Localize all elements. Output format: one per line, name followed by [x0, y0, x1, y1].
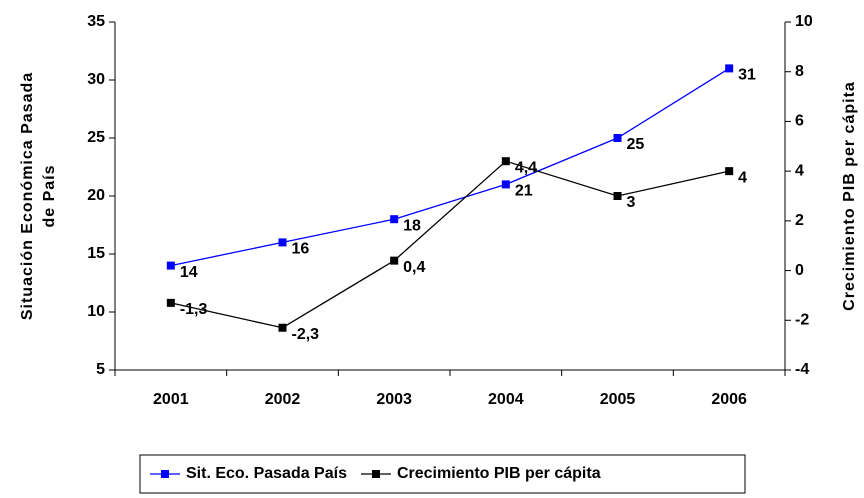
x-tick-label: 2001 [153, 391, 189, 408]
y-tick-label: 20 [87, 187, 105, 204]
x-tick-label: 2003 [376, 391, 412, 408]
marker [166, 298, 175, 307]
marker [390, 215, 399, 224]
y2-tick-label: 2 [795, 212, 804, 229]
y2-tick-label: -4 [795, 361, 809, 378]
y2-tick-label: 4 [795, 162, 804, 179]
y2-tick-label: 8 [795, 63, 804, 80]
marker [390, 256, 399, 265]
legend-label: Sit. Eco. Pasada País [186, 465, 347, 482]
data-label: 31 [738, 67, 756, 84]
data-label: 16 [292, 241, 310, 258]
legend-label: Crecimiento PIB per cápita [397, 465, 601, 482]
x-tick-label: 2006 [711, 391, 747, 408]
legend-marker [161, 470, 169, 478]
y-axis-label-line: de País [41, 164, 58, 227]
y2-tick-label: 6 [795, 113, 804, 130]
data-label: -1,3 [180, 301, 208, 318]
marker [725, 167, 734, 176]
y-tick-label: 25 [87, 129, 105, 146]
legend-marker [371, 470, 380, 478]
marker [501, 157, 510, 166]
y-tick-label: 10 [87, 303, 105, 320]
marker [278, 238, 287, 247]
y-axis-label: Situación Económica Pasada de País [19, 72, 58, 320]
series-line [170, 160, 730, 329]
data-label: 25 [627, 136, 645, 153]
y-tick-label: 15 [87, 245, 105, 262]
y2-tick-label: 0 [795, 262, 804, 279]
marker [166, 261, 175, 270]
series-line [170, 67, 730, 267]
marker [501, 180, 510, 189]
marker [613, 134, 622, 142]
data-label: 14 [180, 264, 198, 281]
data-label: 18 [403, 217, 421, 234]
x-tick-label: 2002 [265, 391, 301, 408]
data-label: 0,4 [403, 259, 425, 276]
y-tick-label: 5 [96, 361, 105, 378]
y-tick-label: 30 [87, 71, 105, 88]
x-tick-label: 2005 [600, 391, 636, 408]
marker [613, 192, 622, 200]
data-label: 4 [738, 169, 747, 186]
marker [725, 64, 734, 73]
y-axis-label-line: Situación Económica Pasada [19, 72, 36, 320]
y2-tick-label: 10 [795, 13, 813, 30]
y2-axis-label: Crecimiento PIB per cápita [841, 81, 858, 311]
data-label: 3 [627, 194, 636, 211]
data-label: -2,3 [292, 326, 320, 343]
marker [278, 323, 287, 332]
legend-box [139, 454, 746, 494]
x-tick-label: 2004 [488, 391, 524, 408]
data-label: 21 [515, 183, 533, 200]
y2-tick-label: -2 [795, 312, 809, 329]
y-tick-label: 35 [87, 13, 105, 30]
data-label: 4,4 [515, 159, 537, 176]
